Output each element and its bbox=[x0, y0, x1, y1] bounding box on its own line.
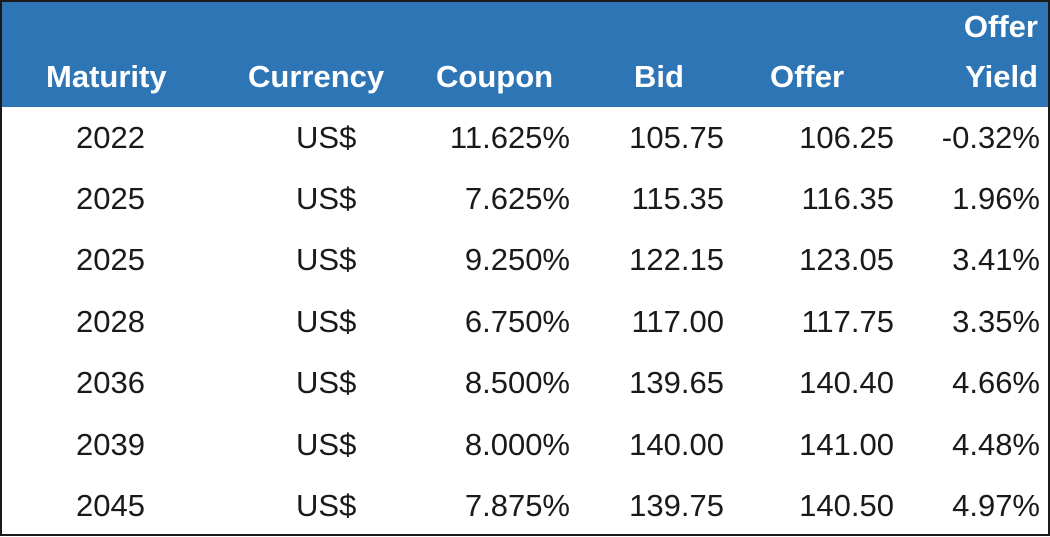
cell-coupon: 6.750% bbox=[464, 303, 570, 339]
cell-bid: 117.00 bbox=[631, 303, 724, 339]
cell-offer: 117.75 bbox=[801, 303, 894, 339]
header-bid: Bid bbox=[634, 59, 684, 94]
cell-offer-yield: 3.35% bbox=[952, 303, 1040, 339]
cell-bid: 115.35 bbox=[631, 181, 724, 217]
table-row: 2028 US$ 6.750% 117.00 117.75 3.35% bbox=[2, 291, 1048, 352]
cell-offer-yield: 4.48% bbox=[952, 426, 1040, 462]
cell-maturity: 2025 bbox=[76, 181, 145, 217]
cell-bid: 140.00 bbox=[629, 426, 724, 462]
table-row: 2025 US$ 9.250% 122.15 123.05 3.41% bbox=[2, 230, 1048, 291]
header-offer-yield-line2: Yield bbox=[965, 59, 1038, 94]
header-maturity: Maturity bbox=[46, 59, 167, 94]
cell-offer: 141.00 bbox=[799, 426, 894, 462]
cell-maturity: 2045 bbox=[76, 488, 145, 524]
cell-currency: US$ bbox=[296, 242, 357, 278]
cell-offer: 123.05 bbox=[799, 242, 894, 278]
table-row: 2025 US$ 7.625% 115.35 116.35 1.96% bbox=[2, 168, 1048, 229]
cell-coupon: 7.625% bbox=[464, 181, 570, 217]
header-offer: Offer bbox=[770, 59, 845, 94]
cell-bid: 139.65 bbox=[629, 365, 724, 401]
cell-coupon: 8.500% bbox=[464, 365, 570, 401]
cell-maturity: 2025 bbox=[76, 242, 145, 278]
cell-coupon: 7.875% bbox=[464, 488, 570, 524]
table-row: 2036 US$ 8.500% 139.65 140.40 4.66% bbox=[2, 353, 1048, 414]
cell-maturity: 2036 bbox=[76, 365, 145, 401]
cell-offer-yield: 1.96% bbox=[952, 181, 1040, 217]
cell-currency: US$ bbox=[296, 426, 357, 462]
cell-maturity: 2022 bbox=[76, 119, 145, 155]
cell-bid: 139.75 bbox=[629, 488, 724, 524]
cell-offer: 140.50 bbox=[799, 488, 894, 524]
cell-coupon: 11.625% bbox=[449, 119, 570, 155]
cell-currency: US$ bbox=[296, 365, 357, 401]
cell-coupon: 9.250% bbox=[464, 242, 570, 278]
header-coupon: Coupon bbox=[436, 59, 554, 94]
cell-offer-yield: 4.66% bbox=[952, 365, 1040, 401]
cell-offer-yield: -0.32% bbox=[941, 119, 1040, 155]
cell-currency: US$ bbox=[296, 119, 357, 155]
cell-currency: US$ bbox=[296, 488, 357, 524]
cell-coupon: 8.000% bbox=[464, 426, 570, 462]
cell-offer: 116.35 bbox=[801, 181, 894, 217]
table-row: 2045 US$ 7.875% 139.75 140.50 4.97% bbox=[2, 475, 1048, 536]
cell-offer-yield: 3.41% bbox=[952, 242, 1040, 278]
cell-maturity: 2039 bbox=[76, 426, 145, 462]
cell-maturity: 2028 bbox=[76, 303, 145, 339]
cell-currency: US$ bbox=[296, 303, 357, 339]
table-row: 2022 US$ 11.625% 105.75 106.25 -0.32% bbox=[2, 107, 1048, 168]
header-offer-yield-line1: Offer bbox=[963, 9, 1038, 44]
cell-offer: 140.40 bbox=[799, 365, 894, 401]
header-offer-yield: Offer Yield bbox=[898, 2, 1048, 107]
table-body: 2022 US$ 11.625% 105.75 106.25 -0.32% 20… bbox=[2, 107, 1048, 537]
cell-offer: 106.25 bbox=[799, 119, 894, 155]
cell-offer-yield: 4.97% bbox=[952, 488, 1040, 524]
table-header-row: Maturity Currency Coupon Bid Offer Offer… bbox=[2, 2, 1048, 107]
cell-bid: 105.75 bbox=[629, 119, 724, 155]
table-row: 2039 US$ 8.000% 140.00 141.00 4.48% bbox=[2, 414, 1048, 475]
cell-bid: 122.15 bbox=[629, 242, 724, 278]
header-currency: Currency bbox=[248, 59, 385, 94]
cell-currency: US$ bbox=[296, 181, 357, 217]
